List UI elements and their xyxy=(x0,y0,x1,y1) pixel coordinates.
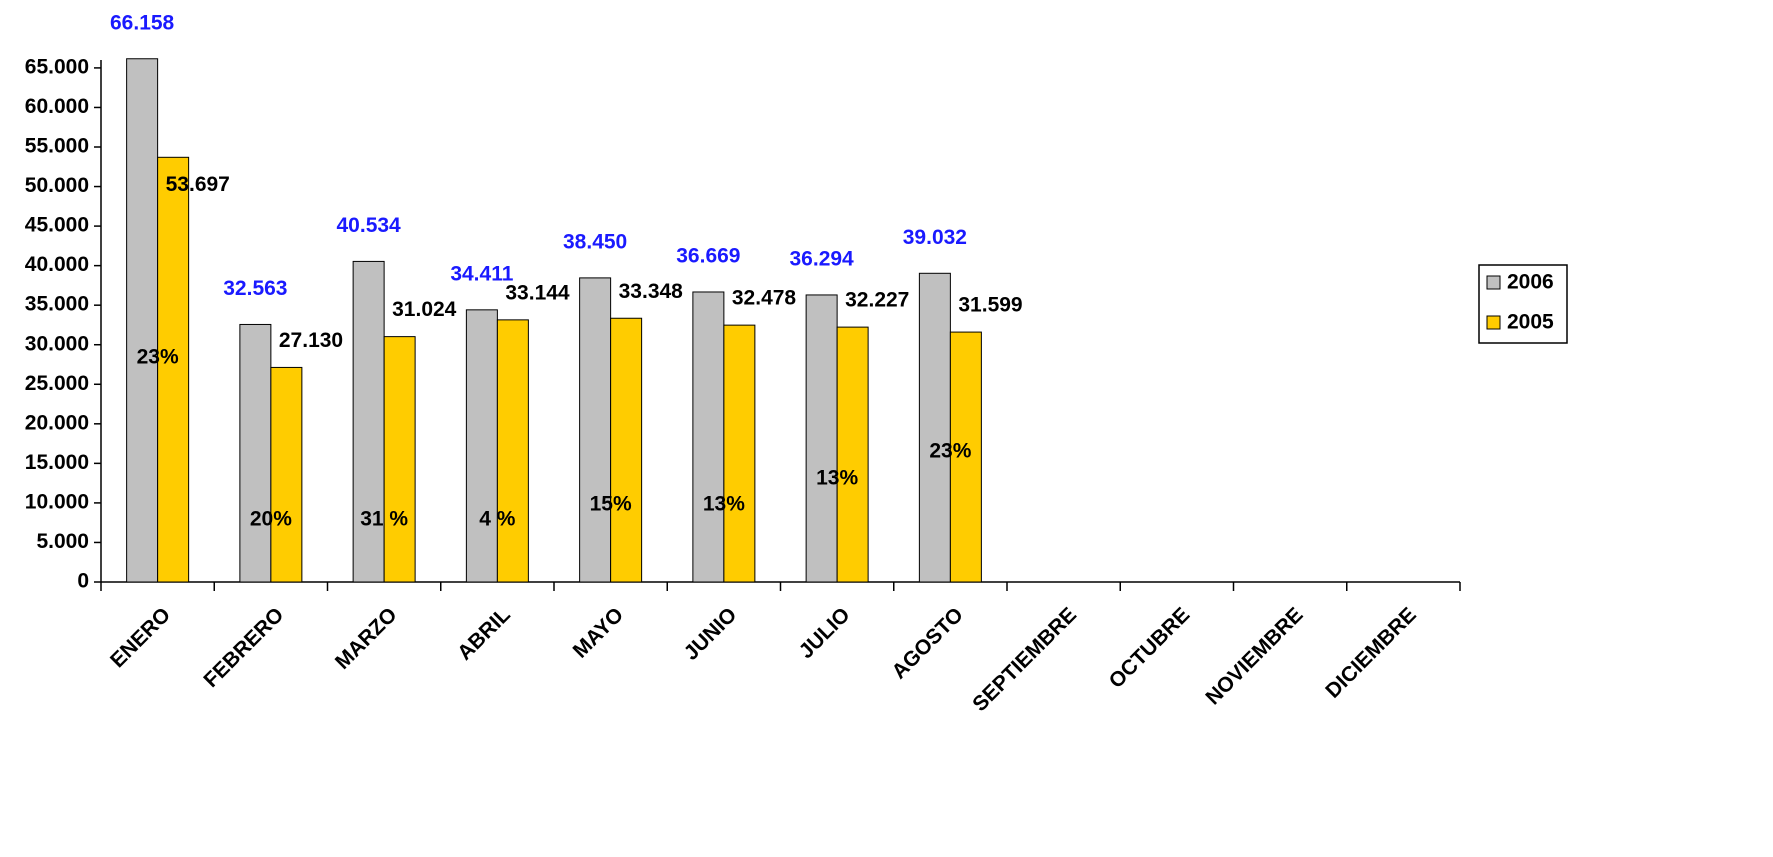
value-label: 32.563 xyxy=(223,277,287,300)
value-label: 66.158 xyxy=(110,11,175,34)
y-tick-label: 0 xyxy=(77,570,89,593)
x-tick-label: SEPTIEMBRE xyxy=(968,603,1081,716)
value-label: 33.144 xyxy=(505,281,570,304)
y-tick-label: 65.000 xyxy=(25,55,89,78)
y-tick-label: 15.000 xyxy=(25,451,89,474)
bar xyxy=(949,331,982,583)
value-label: 36.294 xyxy=(790,247,855,270)
y-tick-label: 25.000 xyxy=(25,372,89,395)
y-tick-label: 5.000 xyxy=(36,530,89,553)
y-tick-label: 60.000 xyxy=(25,95,89,118)
value-label: 40.534 xyxy=(337,214,402,237)
bar xyxy=(723,324,756,583)
y-tick-label: 55.000 xyxy=(25,135,89,158)
value-label: 27.130 xyxy=(279,329,343,352)
growth-label: 15% xyxy=(590,493,632,516)
growth-label: 23% xyxy=(929,440,971,463)
bar xyxy=(270,366,303,583)
y-tick-label: 45.000 xyxy=(25,214,89,237)
value-label: 36.669 xyxy=(676,245,740,268)
x-tick-label: JULIO xyxy=(795,603,855,663)
value-label: 39.032 xyxy=(903,226,967,249)
legend-swatch xyxy=(1486,275,1501,290)
x-tick-label: JUNIO xyxy=(680,603,742,665)
bar xyxy=(383,336,416,583)
y-tick-label: 30.000 xyxy=(25,332,89,355)
value-label: 53.697 xyxy=(166,173,230,196)
bar xyxy=(496,319,529,583)
bar xyxy=(692,291,725,583)
x-tick-label: MARZO xyxy=(331,603,402,674)
x-tick-label: MAYO xyxy=(569,603,628,662)
value-label: 32.227 xyxy=(845,289,909,312)
bar xyxy=(157,156,190,583)
bar xyxy=(352,260,385,583)
growth-label: 20% xyxy=(250,508,292,531)
x-tick-label: ENERO xyxy=(106,603,175,672)
growth-label: 13% xyxy=(816,467,858,490)
legend-label: 2006 xyxy=(1507,271,1554,294)
legend-swatch xyxy=(1486,315,1501,330)
bar xyxy=(610,317,643,583)
bar xyxy=(579,277,612,583)
x-tick-label: DICIEMBRE xyxy=(1321,603,1421,703)
value-label: 31.599 xyxy=(958,294,1022,317)
x-tick-label: NOVIEMBRE xyxy=(1201,603,1307,709)
bar xyxy=(805,294,838,583)
growth-label: 13% xyxy=(703,493,745,516)
y-tick-label: 40.000 xyxy=(25,253,89,276)
value-label: 34.411 xyxy=(450,262,513,285)
value-label: 31.024 xyxy=(392,298,457,321)
legend-label: 2005 xyxy=(1507,311,1554,334)
value-label: 38.450 xyxy=(563,230,627,253)
x-tick-label: OCTUBRE xyxy=(1105,603,1195,693)
y-tick-label: 50.000 xyxy=(25,174,89,197)
x-tick-label: FEBRERO xyxy=(199,603,288,692)
bar xyxy=(836,326,869,583)
growth-label: 4 % xyxy=(479,508,516,531)
bar xyxy=(465,309,498,583)
value-label: 32.478 xyxy=(732,287,797,310)
bar xyxy=(126,58,159,583)
x-tick-label: AGOSTO xyxy=(887,603,967,683)
bar xyxy=(918,272,951,583)
y-tick-label: 10.000 xyxy=(25,490,89,513)
growth-label: 31 % xyxy=(360,508,408,531)
y-tick-label: 35.000 xyxy=(25,293,89,316)
x-tick-label: ABRIL xyxy=(453,603,515,665)
growth-label: 23% xyxy=(137,346,179,369)
y-tick-label: 20.000 xyxy=(25,411,89,434)
value-label: 33.348 xyxy=(619,280,684,303)
bar xyxy=(239,323,272,583)
